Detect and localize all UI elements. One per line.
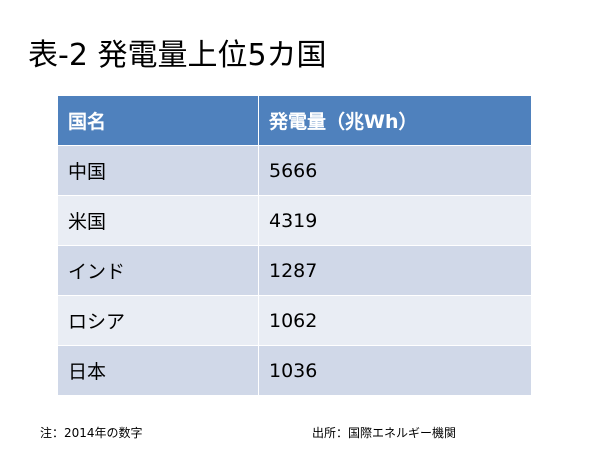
data-table: 国名 発電量（兆Wh） 中国 5666 米国 4319 インド 1287 ロシア 1062 日本 10…: [58, 95, 531, 395]
table-cell: 1062: [258, 295, 531, 346]
table-cell: 1287: [258, 245, 531, 296]
table-row: インド 1287: [58, 245, 531, 296]
table-cell: 中国: [58, 145, 259, 196]
table-row: 米国 4319: [58, 195, 531, 246]
title: 表-2 発電量上位5カ国: [28, 38, 327, 73]
note: 注：2014年の数字: [40, 426, 143, 440]
header-cell: 国名: [58, 95, 259, 146]
table-cell: 1036: [258, 345, 531, 395]
table-row: 日本 1036: [58, 345, 531, 395]
table-cell: ロシア: [58, 295, 259, 346]
header-row: 国名 発電量（兆Wh）: [58, 95, 531, 146]
table-cell: 5666: [258, 145, 531, 196]
table-cell: 日本: [58, 345, 259, 395]
table-cell: インド: [58, 245, 259, 296]
table-row: 中国 5666: [58, 145, 531, 196]
table-row: ロシア 1062: [58, 295, 531, 346]
header-cell: 発電量（兆Wh）: [258, 95, 531, 146]
table-cell: 4319: [258, 195, 531, 246]
source: 出所：国際エネルギー機関: [312, 426, 457, 440]
table-cell: 米国: [58, 195, 259, 246]
